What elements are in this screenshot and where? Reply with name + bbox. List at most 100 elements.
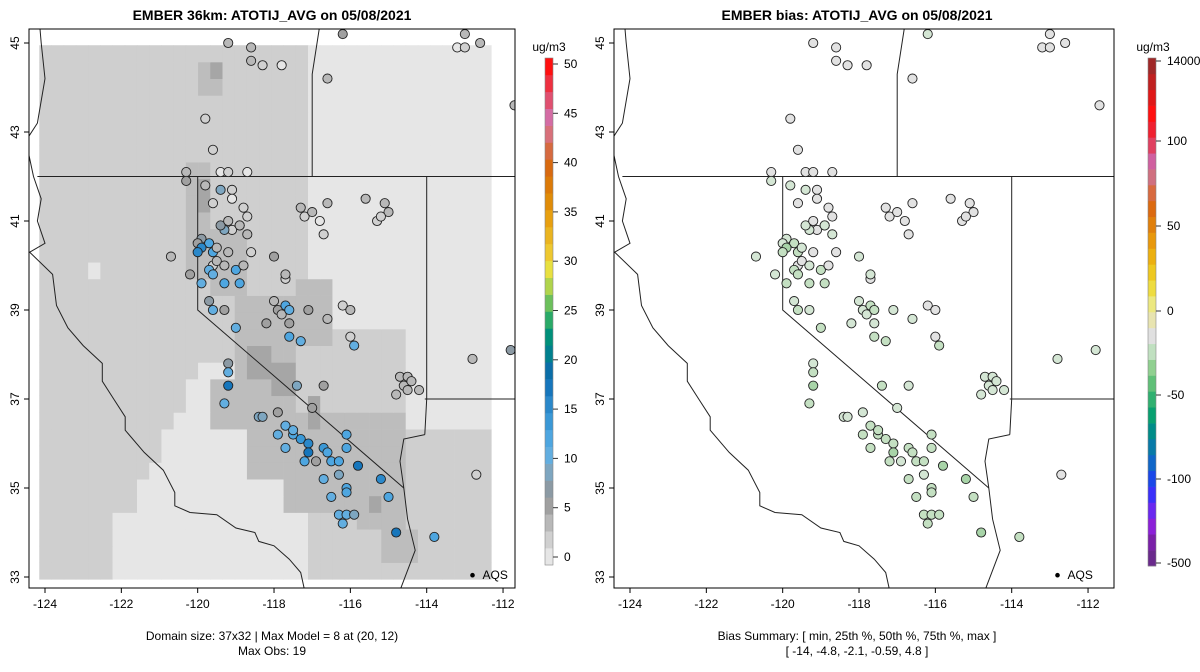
grid-cell — [320, 128, 333, 146]
grid-cell — [63, 228, 77, 246]
grid-cell — [136, 312, 150, 330]
grid-cell — [320, 95, 333, 113]
station-point — [223, 37, 234, 49]
grid-cell — [271, 378, 284, 397]
bias-station-point — [831, 55, 842, 66]
grid-cell — [161, 95, 175, 113]
grid-cell — [100, 295, 113, 313]
x-tick-label: -116 — [924, 597, 947, 611]
grid-cell — [63, 479, 77, 497]
grid-cell — [149, 45, 162, 63]
station-point — [471, 469, 482, 480]
bias-station-point — [785, 180, 796, 191]
grid-cell — [88, 128, 101, 146]
grid-cell — [246, 462, 260, 480]
bias-station-point — [892, 207, 903, 218]
grid-cell — [234, 328, 248, 346]
grid-cell — [405, 479, 419, 497]
grid-cell — [234, 45, 248, 63]
y-tick-label: 37 — [593, 392, 607, 406]
grid-cell — [198, 145, 211, 163]
grid-cell — [136, 378, 150, 397]
grid-cell — [307, 562, 321, 580]
grid-cell — [454, 278, 468, 296]
grid-cell — [381, 328, 394, 346]
grid-cell — [173, 495, 187, 513]
grid-cell — [51, 412, 65, 430]
bias-station-point — [853, 251, 865, 262]
grid-cell — [454, 462, 468, 480]
bias-station-point — [907, 198, 918, 209]
grid-cell — [198, 345, 211, 363]
y-tick-label: 33 — [593, 570, 607, 584]
grid-cell — [222, 128, 236, 146]
grid-cell — [430, 128, 443, 146]
station-point — [509, 100, 515, 111]
grid-cell — [356, 412, 370, 430]
grid-cell — [198, 429, 211, 447]
bias-station-point — [907, 313, 918, 324]
grid-cell — [63, 345, 77, 363]
grid-cell — [478, 145, 492, 163]
grid-cell — [112, 245, 126, 263]
grid-cell — [149, 429, 162, 447]
grid-cell — [454, 378, 468, 397]
grid-cell — [259, 178, 272, 196]
grid-cell — [442, 195, 455, 213]
bias-station-point — [1014, 531, 1025, 543]
colorbar-swatch — [1148, 248, 1156, 265]
grid-cell — [198, 128, 211, 146]
grid-cell — [173, 228, 187, 246]
grid-cell — [466, 245, 480, 263]
station-point — [345, 331, 356, 342]
grid-cell — [75, 562, 89, 580]
grid-cell — [381, 395, 394, 413]
grid-cell — [246, 312, 260, 330]
grid-cell — [332, 395, 346, 413]
bias-station-point — [769, 269, 781, 280]
grid-cell — [430, 228, 443, 246]
grid-cell — [332, 312, 346, 330]
grid-cell — [381, 562, 394, 580]
grid-cell — [259, 328, 272, 346]
bias-station-point — [766, 166, 777, 178]
grid-cell — [466, 78, 480, 96]
grid-cell — [381, 111, 394, 130]
grid-cell — [173, 245, 187, 263]
grid-cell — [246, 529, 260, 547]
grid-cell — [173, 78, 187, 96]
grid-cell — [307, 78, 321, 96]
grid-cell — [210, 412, 223, 430]
grid-cell — [332, 78, 346, 96]
grid-cell — [332, 529, 346, 547]
grid-cell — [417, 479, 431, 497]
grid-cell — [466, 111, 480, 130]
grid-cell — [124, 479, 138, 497]
grid-cell — [295, 545, 309, 563]
grid-cell — [430, 61, 443, 79]
grid-cell — [369, 111, 382, 130]
grid-cell — [320, 512, 333, 530]
grid-cell — [271, 462, 284, 480]
grid-cell — [149, 295, 162, 313]
grid-cell — [100, 395, 113, 413]
bias-plot-frame — [613, 28, 1115, 589]
model-panel: EMBER 36km: ATOTIJ_AVG on 05/08/2021 AQS… — [8, 7, 578, 658]
bias-station-point — [991, 376, 1002, 387]
grid-cell — [405, 228, 419, 246]
grid-cell — [173, 345, 187, 363]
grid-cell — [442, 395, 455, 413]
grid-cell — [405, 278, 419, 296]
grid-cell — [381, 262, 394, 280]
station-point — [238, 260, 249, 271]
grid-cell — [466, 512, 480, 530]
grid-cell — [173, 61, 187, 79]
bias-station-point — [903, 380, 914, 391]
grid-cell — [112, 462, 126, 480]
grid-cell — [466, 295, 480, 313]
grid-cell — [369, 512, 382, 530]
bias-station-point — [876, 380, 887, 391]
bias-station-point — [827, 229, 838, 240]
grid-cell — [210, 395, 223, 413]
grid-cell — [210, 462, 223, 480]
